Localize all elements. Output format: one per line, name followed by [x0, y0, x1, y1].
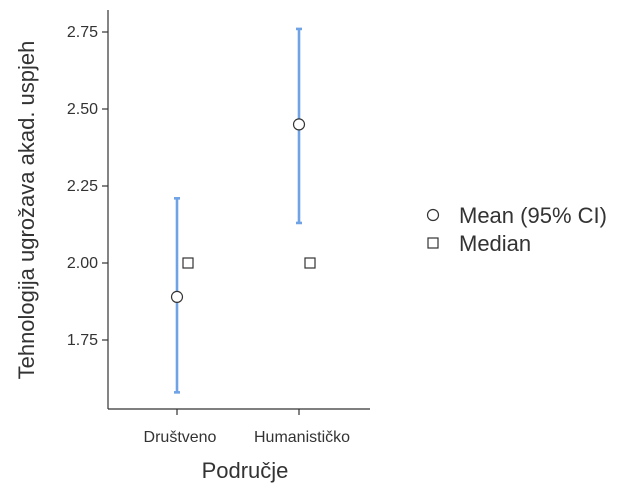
- legend-mean-label: Mean (95% CI): [459, 203, 607, 228]
- plot-area: [170, 27, 316, 394]
- x-axis-ticks: Društveno Humanističko: [144, 409, 350, 446]
- legend-median-label: Median: [459, 231, 531, 256]
- y-axis-ticks: 1.75 2.00 2.25 2.50 2.75: [67, 24, 108, 349]
- x-tick-label: Humanističko: [254, 429, 350, 446]
- y-tick-label: 2.50: [67, 101, 98, 118]
- y-tick-label: 2.00: [67, 255, 98, 272]
- y-tick-label: 2.25: [67, 178, 98, 195]
- mean-point: [170, 290, 184, 303]
- x-axis-title: Područje: [202, 458, 289, 483]
- y-tick-label: 1.75: [67, 332, 98, 349]
- mean-point: [292, 118, 306, 131]
- y-axis-title: Tehnologija ugrožava akad. uspjeh: [14, 41, 39, 380]
- median-point: [304, 257, 316, 269]
- legend: Mean (95% CI) Median: [426, 203, 607, 256]
- legend-mean-marker: [426, 208, 440, 222]
- y-tick-label: 2.75: [67, 24, 98, 41]
- median-point: [182, 257, 194, 269]
- legend-median-marker: [427, 237, 439, 249]
- x-tick-label: Društveno: [144, 429, 217, 446]
